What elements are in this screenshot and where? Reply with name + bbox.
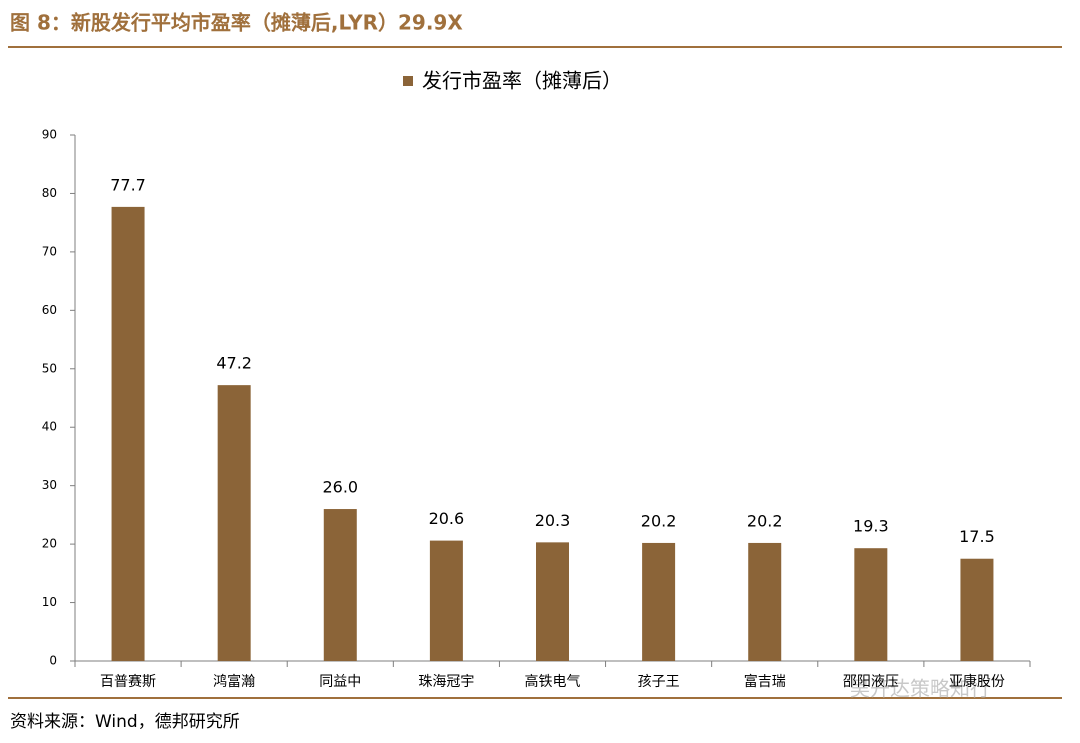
x-tick-label: 珠海冠宇 <box>418 674 474 690</box>
legend-label: 发行市盈率（摊薄后） <box>422 69 622 93</box>
bar <box>217 385 251 661</box>
bar <box>748 542 782 661</box>
y-tick-label: 30 <box>42 478 57 492</box>
legend-swatch <box>403 76 413 86</box>
page-title: 图 8：新股发行平均市盈率（摊薄后,LYR）29.9X <box>10 11 463 35</box>
bar <box>960 558 994 661</box>
y-tick-label: 70 <box>42 244 57 258</box>
bar <box>323 509 357 661</box>
y-tick-label: 90 <box>42 128 57 142</box>
y-tick-label: 10 <box>42 595 57 609</box>
value-label: 20.2 <box>641 511 677 530</box>
bar <box>536 542 569 661</box>
y-tick-label: 50 <box>42 361 57 375</box>
value-label: 19.3 <box>853 517 889 536</box>
x-tick-label: 鸿富瀚 <box>213 673 255 690</box>
watermark: 吴开达策略知行 <box>850 677 990 701</box>
x-tick-label: 百普赛斯 <box>100 674 156 690</box>
x-tick-label: 邵阳液压 <box>843 674 899 690</box>
x-tick-label: 高铁电气 <box>525 673 581 690</box>
x-tick-label: 孩子王 <box>638 674 680 690</box>
x-tick-label: 富吉瑞 <box>744 673 786 690</box>
bar <box>854 548 888 661</box>
value-label: 20.3 <box>535 511 571 530</box>
y-tick-label: 0 <box>49 654 57 668</box>
y-tick-label: 80 <box>42 186 57 200</box>
value-label: 77.7 <box>110 175 146 194</box>
y-tick-label: 40 <box>42 420 57 434</box>
x-tick-label: 同益中 <box>319 674 361 690</box>
value-label: 47.2 <box>216 354 252 373</box>
x-tick-label: 亚康股份 <box>949 673 1005 690</box>
source-note: 资料来源：Wind，德邦研究所 <box>10 712 240 732</box>
value-label: 20.6 <box>429 509 465 528</box>
bar <box>642 542 676 661</box>
bar <box>429 540 463 661</box>
y-tick-label: 60 <box>42 303 57 317</box>
value-label: 20.2 <box>747 511 783 530</box>
value-label: 17.5 <box>959 527 995 546</box>
bar <box>111 206 145 662</box>
value-label: 26.0 <box>322 478 358 497</box>
y-tick-label: 20 <box>42 537 57 551</box>
